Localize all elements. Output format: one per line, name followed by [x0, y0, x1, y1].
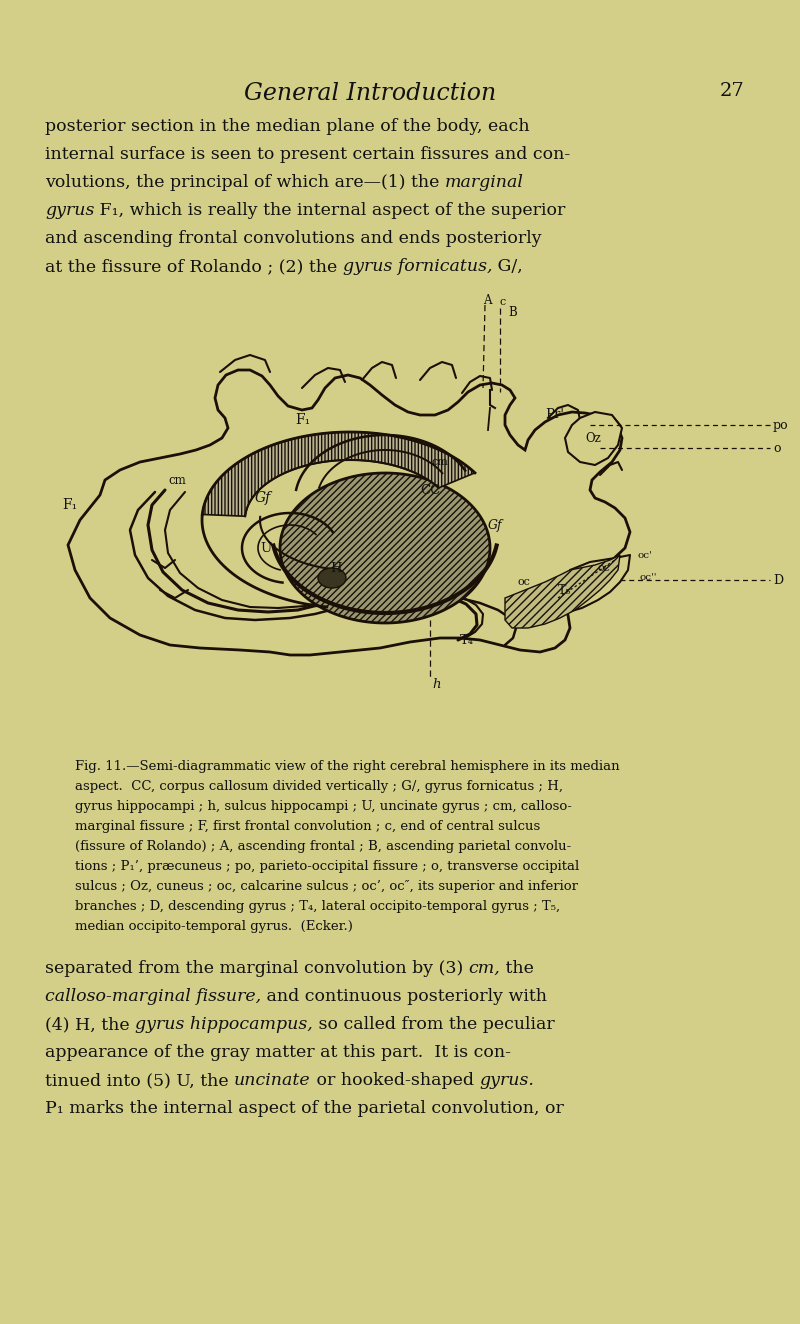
Text: median occipito-temporal gyrus.  (Ecker.): median occipito-temporal gyrus. (Ecker.)	[75, 920, 353, 933]
Text: and continuous posteriorly with: and continuous posteriorly with	[261, 988, 547, 1005]
Text: gyrus hippocampi ; h, sulcus hippocampi ; U, uncinate gyrus ; cm, calloso-: gyrus hippocampi ; h, sulcus hippocampi …	[75, 800, 572, 813]
Text: G/,: G/,	[492, 258, 523, 275]
Text: T₅: T₅	[558, 584, 571, 597]
Text: aspect.  CC, corpus callosum divided vertically ; G/, gyrus fornicatus ; H,: aspect. CC, corpus callosum divided vert…	[75, 780, 563, 793]
Text: Oz: Oz	[585, 432, 601, 445]
Text: (4) H, the: (4) H, the	[45, 1016, 135, 1033]
Text: cm: cm	[168, 474, 186, 486]
Text: so called from the peculiar: so called from the peculiar	[313, 1016, 554, 1033]
Text: oc': oc'	[638, 551, 653, 560]
Text: CC: CC	[420, 483, 440, 496]
Text: U: U	[260, 542, 271, 555]
Text: gyrus: gyrus	[45, 203, 94, 218]
Text: internal surface is seen to present certain fissures and con-: internal surface is seen to present cert…	[45, 146, 570, 163]
Text: A: A	[483, 294, 491, 306]
Text: F₁: F₁	[62, 498, 77, 512]
Text: volutions, the principal of which are—(1) the: volutions, the principal of which are—(1…	[45, 173, 445, 191]
Polygon shape	[505, 555, 620, 628]
Text: h: h	[432, 678, 441, 691]
Polygon shape	[565, 412, 622, 465]
Text: uncinate: uncinate	[234, 1072, 310, 1090]
Ellipse shape	[318, 568, 346, 588]
Polygon shape	[68, 369, 630, 655]
Text: at the fissure of Rolando ; (2) the: at the fissure of Rolando ; (2) the	[45, 258, 342, 275]
Text: Gf: Gf	[488, 519, 502, 531]
Text: o: o	[773, 441, 781, 454]
Text: cm,: cm,	[469, 960, 501, 977]
Text: 27: 27	[720, 82, 745, 101]
Text: posterior section in the median plane of the body, each: posterior section in the median plane of…	[45, 118, 530, 135]
Text: the: the	[501, 960, 534, 977]
Polygon shape	[202, 432, 475, 516]
Text: and ascending frontal convolutions and ends posteriorly: and ascending frontal convolutions and e…	[45, 230, 542, 248]
Text: B: B	[508, 306, 517, 319]
Text: D: D	[773, 573, 783, 587]
Text: F₁: F₁	[295, 413, 310, 428]
Text: gyrus hippocampus,: gyrus hippocampus,	[135, 1016, 313, 1033]
Text: H: H	[330, 561, 342, 575]
Text: oc: oc	[598, 563, 611, 573]
Text: General Introduction: General Introduction	[244, 82, 496, 105]
Text: cm: cm	[432, 457, 449, 467]
Text: po: po	[773, 418, 789, 432]
Text: gyrus.: gyrus.	[479, 1072, 534, 1090]
Text: appearance of the gray matter at this part.  It is con-: appearance of the gray matter at this pa…	[45, 1045, 511, 1061]
Text: sulcus ; Oz, cuneus ; oc, calcarine sulcus ; oc’, oc″, its superior and inferior: sulcus ; Oz, cuneus ; oc, calcarine sulc…	[75, 880, 578, 892]
Text: gyrus fornicatus,: gyrus fornicatus,	[342, 258, 492, 275]
Polygon shape	[280, 473, 490, 624]
Text: Pr': Pr'	[545, 409, 564, 421]
Text: tions ; P₁’, præcuneus ; po, parieto-occipital fissure ; o, transverse occipital: tions ; P₁’, præcuneus ; po, parieto-occ…	[75, 861, 579, 873]
Text: branches ; D, descending gyrus ; T₄, lateral occipito-temporal gyrus ; T₅,: branches ; D, descending gyrus ; T₄, lat…	[75, 900, 560, 914]
Text: separated from the marginal convolution by (3): separated from the marginal convolution …	[45, 960, 469, 977]
Text: calloso-marginal fissure,: calloso-marginal fissure,	[45, 988, 261, 1005]
Text: P₁ marks the internal aspect of the parietal convolution, or: P₁ marks the internal aspect of the pari…	[45, 1100, 564, 1117]
Text: (fissure of Rolando) ; A, ascending frontal ; B, ascending parietal convolu-: (fissure of Rolando) ; A, ascending fron…	[75, 839, 571, 853]
Text: marginal: marginal	[445, 173, 524, 191]
Text: oc'': oc''	[640, 573, 658, 583]
Text: oc: oc	[518, 577, 531, 587]
Text: marginal fissure ; F, first frontal convolution ; c, end of central sulcus: marginal fissure ; F, first frontal conv…	[75, 820, 540, 833]
Text: c: c	[499, 297, 506, 307]
Text: Gf: Gf	[255, 491, 271, 504]
Text: or hooked-shaped: or hooked-shaped	[310, 1072, 479, 1090]
Text: T₄: T₄	[460, 633, 474, 646]
Text: tinued into (5) U, the: tinued into (5) U, the	[45, 1072, 234, 1090]
Text: Fig. 11.—Semi-diagrammatic view of the right cerebral hemisphere in its median: Fig. 11.—Semi-diagrammatic view of the r…	[75, 760, 620, 773]
Text: F₁, which is really the internal aspect of the superior: F₁, which is really the internal aspect …	[94, 203, 566, 218]
